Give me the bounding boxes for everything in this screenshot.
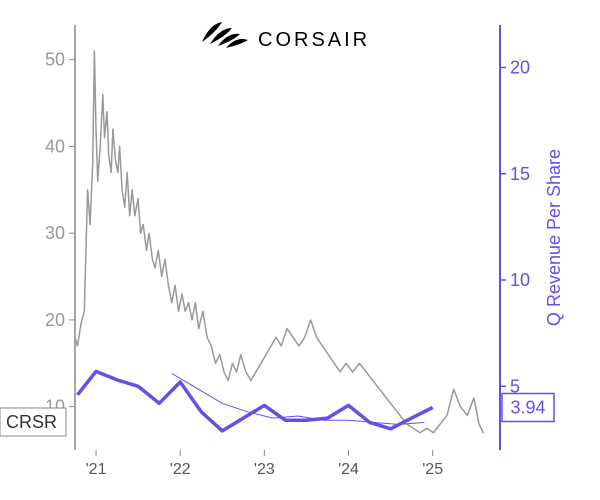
revenue-thick-line xyxy=(78,371,433,431)
latest-value-text: 3.94 xyxy=(510,397,545,417)
x-axis: '21 '22 '23 '24 '25 xyxy=(86,450,444,478)
y-right-axis-label: Q Revenue Per Share xyxy=(544,149,564,326)
brand-logo: CORSAIR xyxy=(202,22,370,51)
y-right-tick-label: 15 xyxy=(510,164,530,184)
sails-icon xyxy=(202,22,248,48)
x-tick-label: '23 xyxy=(254,461,275,478)
x-tick-label: '21 xyxy=(86,461,107,478)
brand-name: CORSAIR xyxy=(258,29,370,51)
left-axis: 1020304050 xyxy=(45,50,75,417)
y-right-tick-label: 20 xyxy=(510,58,530,78)
y-left-tick-label: 30 xyxy=(45,223,65,243)
stock-chart: 10203040505101520Q Revenue Per Share'21'… xyxy=(0,0,600,500)
right-axis: 5101520 xyxy=(500,58,530,397)
y-left-tick-label: 50 xyxy=(45,50,65,70)
y-right-tick-label: 10 xyxy=(510,270,530,290)
ticker-text: CRSR xyxy=(6,412,57,432)
price-line xyxy=(75,51,483,433)
x-tick-label: '22 xyxy=(170,461,191,478)
y-left-tick-label: 20 xyxy=(45,310,65,330)
x-tick-label: '25 xyxy=(422,461,443,478)
y-left-tick-label: 40 xyxy=(45,136,65,156)
chart-svg: 10203040505101520Q Revenue Per Share'21'… xyxy=(0,0,600,500)
x-tick-label: '24 xyxy=(338,461,359,478)
